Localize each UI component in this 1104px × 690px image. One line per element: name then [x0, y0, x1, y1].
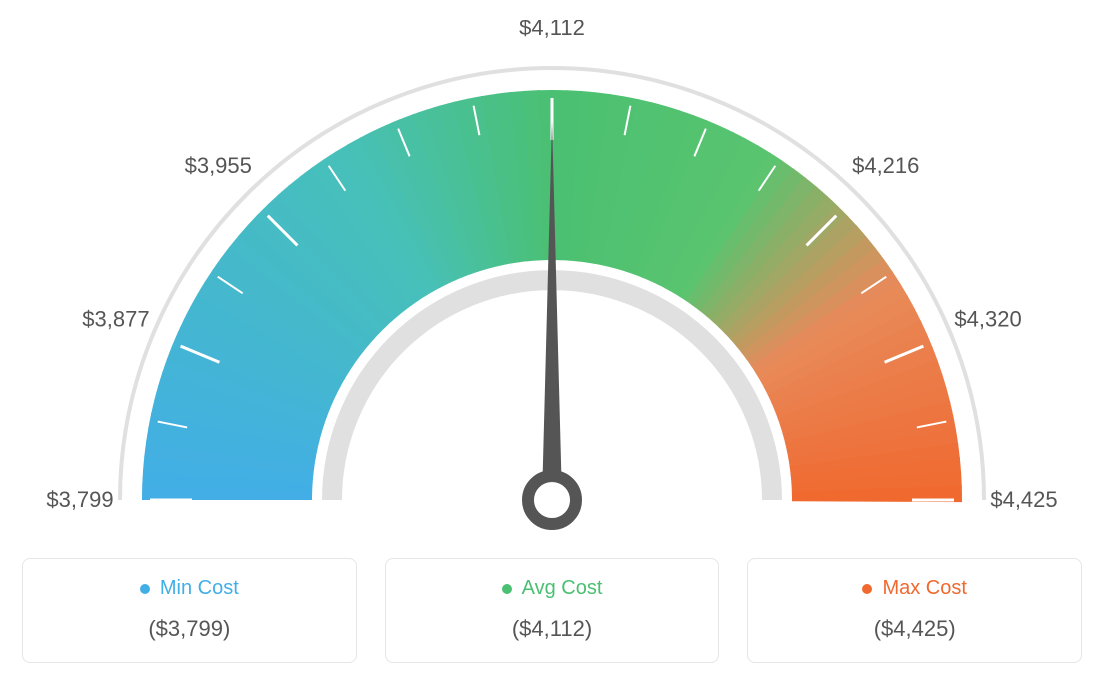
- legend-title-text: Avg Cost: [522, 577, 603, 600]
- legend-dot-icon: [862, 584, 872, 594]
- legend-title: Max Cost: [758, 577, 1071, 600]
- legend-value: ($3,799): [33, 616, 346, 642]
- legend-card-max: Max Cost ($4,425): [747, 558, 1082, 663]
- gauge-tick-label: $4,112: [519, 20, 585, 40]
- gauge-tick-label: $4,320: [954, 306, 1021, 331]
- legend-value: ($4,425): [758, 616, 1071, 642]
- gauge-tick-label: $3,877: [82, 306, 149, 331]
- legend-dot-icon: [502, 584, 512, 594]
- legend-title: Min Cost: [33, 577, 346, 600]
- gauge-svg: $3,799 $3,877 $3,955 $4,112 $4,216 $4,320 $4,4…: [22, 20, 1082, 550]
- gauge-needle-hub: [528, 476, 576, 524]
- gauge-chart: $3,799 $3,877 $3,955 $4,112 $4,216 $4,320 $4,4…: [22, 20, 1082, 550]
- legend-value: ($4,112): [396, 616, 709, 642]
- gauge-tick-label: $3,955: [185, 153, 252, 178]
- gauge-tick-label: $4,425: [990, 487, 1057, 512]
- gauge-tick-label: $4,216: [852, 153, 919, 178]
- legend-dot-icon: [140, 584, 150, 594]
- legend-card-min: Min Cost ($3,799): [22, 558, 357, 663]
- legend-title: Avg Cost: [396, 577, 709, 600]
- legend-row: Min Cost ($3,799) Avg Cost ($4,112) Max Cost…: [22, 558, 1082, 663]
- legend-title-text: Max Cost: [882, 577, 966, 600]
- legend-title-text: Min Cost: [160, 577, 239, 600]
- gauge-tick-label: $3,799: [46, 487, 113, 512]
- legend-card-avg: Avg Cost ($4,112): [385, 558, 720, 663]
